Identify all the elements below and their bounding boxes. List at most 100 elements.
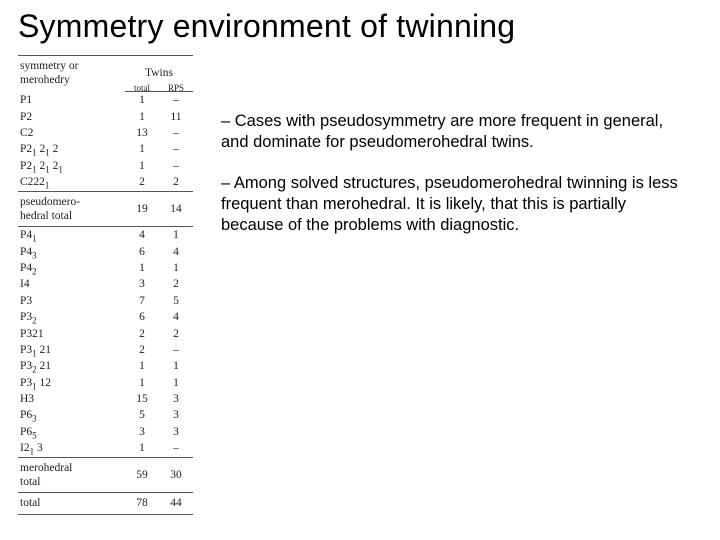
- cell-total: 2: [125, 174, 159, 191]
- table-row: C222122: [18, 174, 193, 191]
- cell-symmetry: H3: [18, 391, 125, 407]
- cell-rps: –: [159, 342, 193, 358]
- cell-symmetry: P321: [18, 326, 125, 342]
- table-row: P21 21 211–: [18, 158, 193, 174]
- cell-total: 5: [125, 407, 159, 423]
- subtotal-row: pseudomero-hedral total1914: [18, 191, 193, 227]
- cell-symmetry: P2: [18, 109, 125, 125]
- cell-total: 2: [125, 326, 159, 342]
- paragraph-1: – Cases with pseudosymmetry are more fre…: [221, 111, 691, 153]
- cell-rps: 11: [159, 109, 193, 125]
- cell-total: 1: [125, 440, 159, 457]
- cell-rps: 2: [159, 174, 193, 191]
- cell-total: 15: [125, 391, 159, 407]
- table-row: P6533: [18, 424, 193, 440]
- cell-symmetry: P63: [18, 407, 125, 423]
- twins-table: symmetry or merohedry Twins total RPS P1…: [18, 55, 193, 515]
- cell-rps: 1: [159, 375, 193, 391]
- table-row: P4211: [18, 260, 193, 276]
- cell-rps: 2: [159, 326, 193, 342]
- table-row: P6353: [18, 407, 193, 423]
- subtotal-rps: 30: [159, 457, 193, 493]
- cell-symmetry: P3: [18, 293, 125, 309]
- cell-total: 6: [125, 244, 159, 260]
- grand-total-rps: 44: [159, 493, 193, 514]
- cell-total: 2: [125, 342, 159, 358]
- col-header-total: total: [125, 84, 159, 91]
- paragraph-2: – Among solved structures, pseudomerohed…: [221, 173, 691, 236]
- cell-rps: 3: [159, 424, 193, 440]
- cell-symmetry: P41: [18, 227, 125, 244]
- cell-total: 13: [125, 125, 159, 141]
- table-row: P375: [18, 293, 193, 309]
- table-row: P4364: [18, 244, 193, 260]
- cell-total: 1: [125, 141, 159, 157]
- cell-rps: 2: [159, 276, 193, 292]
- table-row: H3153: [18, 391, 193, 407]
- cell-rps: 4: [159, 244, 193, 260]
- cell-rps: –: [159, 141, 193, 157]
- cell-total: 1: [125, 358, 159, 374]
- table-row: P31 1211: [18, 375, 193, 391]
- cell-total: 1: [125, 109, 159, 125]
- table-row: P11–: [18, 92, 193, 109]
- grand-total-label: total: [18, 493, 125, 514]
- table-row: P3264: [18, 309, 193, 325]
- col-header-symmetry: symmetry or merohedry: [18, 56, 125, 92]
- cell-total: 1: [125, 375, 159, 391]
- cell-rps: 1: [159, 358, 193, 374]
- grand-total-row: total7844: [18, 493, 193, 514]
- cell-symmetry: P31 12: [18, 375, 125, 391]
- table-row: P4141: [18, 227, 193, 244]
- subtotal-row: merohedraltotal5930: [18, 457, 193, 493]
- cell-symmetry: P65: [18, 424, 125, 440]
- cell-rps: –: [159, 125, 193, 141]
- cell-total: 7: [125, 293, 159, 309]
- subtotal-label: pseudomero-hedral total: [18, 191, 125, 227]
- table-row: P32 2111: [18, 358, 193, 374]
- cell-rps: 1: [159, 227, 193, 244]
- cell-symmetry: I21 3: [18, 440, 125, 457]
- cell-rps: –: [159, 158, 193, 174]
- cell-total: 3: [125, 424, 159, 440]
- cell-symmetry: P42: [18, 260, 125, 276]
- table-row: I21 31–: [18, 440, 193, 457]
- table-row: P21 21 21–: [18, 141, 193, 157]
- col-header-twins: Twins: [125, 56, 193, 85]
- cell-total: 4: [125, 227, 159, 244]
- subtotal-rps: 14: [159, 191, 193, 227]
- cell-symmetry: P32 21: [18, 358, 125, 374]
- cell-rps: 1: [159, 260, 193, 276]
- subtotal-total: 59: [125, 457, 159, 493]
- cell-symmetry: P21 21 21: [18, 158, 125, 174]
- cell-symmetry: P32: [18, 309, 125, 325]
- col-header-rps: RPS: [159, 84, 193, 91]
- cell-rps: 5: [159, 293, 193, 309]
- subtotal-label: merohedraltotal: [18, 457, 125, 493]
- page-title: Symmetry environment of twinning: [18, 8, 702, 45]
- cell-rps: 3: [159, 407, 193, 423]
- cell-symmetry: C2: [18, 125, 125, 141]
- table-row: P2111: [18, 109, 193, 125]
- cell-symmetry: C2221: [18, 174, 125, 191]
- table-row: P31 212–: [18, 342, 193, 358]
- cell-total: 6: [125, 309, 159, 325]
- cell-total: 3: [125, 276, 159, 292]
- cell-symmetry: P1: [18, 92, 125, 109]
- cell-symmetry: I4: [18, 276, 125, 292]
- cell-total: 1: [125, 260, 159, 276]
- cell-total: 1: [125, 158, 159, 174]
- cell-rps: –: [159, 440, 193, 457]
- cell-symmetry: P31 21: [18, 342, 125, 358]
- cell-rps: –: [159, 92, 193, 109]
- table-row: C213–: [18, 125, 193, 141]
- cell-symmetry: P43: [18, 244, 125, 260]
- cell-rps: 3: [159, 391, 193, 407]
- subtotal-total: 19: [125, 191, 159, 227]
- table-row: P32122: [18, 326, 193, 342]
- table-row: I432: [18, 276, 193, 292]
- cell-rps: 4: [159, 309, 193, 325]
- grand-total-total: 78: [125, 493, 159, 514]
- cell-symmetry: P21 21 2: [18, 141, 125, 157]
- cell-total: 1: [125, 92, 159, 109]
